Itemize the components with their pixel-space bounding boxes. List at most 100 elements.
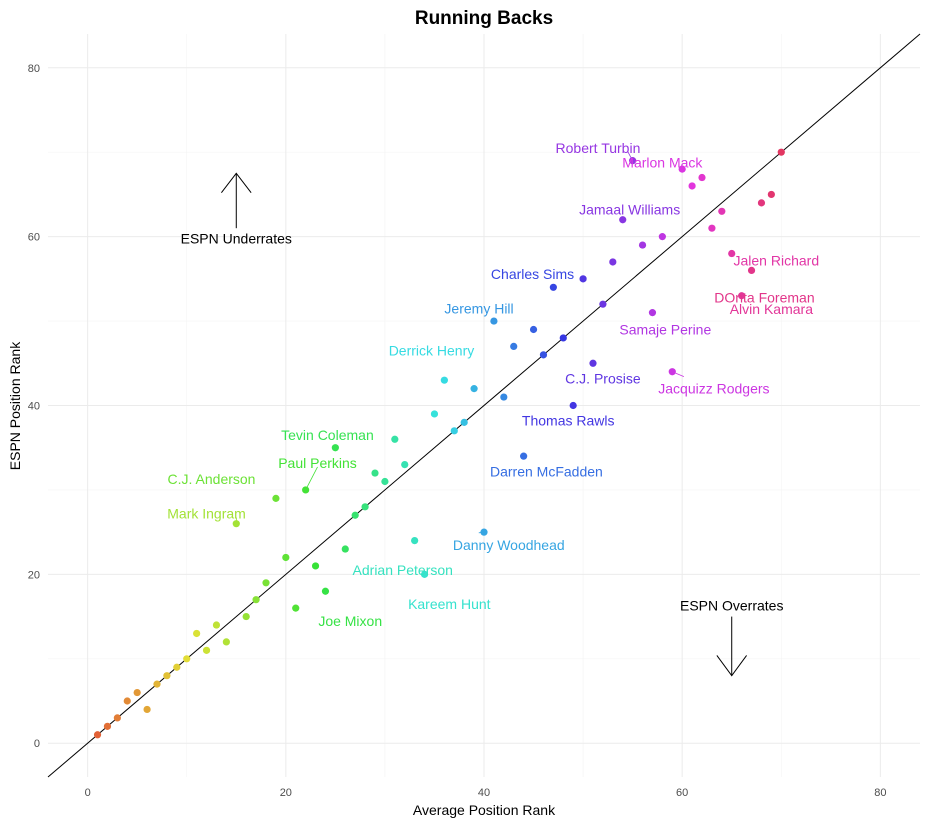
data-point-jeremy-hill [490,317,498,325]
label-jalen-richard: Jalen Richard [734,252,820,268]
data-point [539,351,548,359]
data-point [777,148,785,156]
data-point [450,427,458,435]
data-point [529,325,538,334]
data-point [401,461,409,469]
label-charles-sims: Charles Sims [491,266,574,282]
reference-line [47,33,921,778]
y-tick-label: 20 [28,569,40,581]
data-point [123,697,131,705]
data-point [381,477,389,486]
data-point [361,503,369,511]
data-point-paul-perkins [302,486,310,494]
data-point-jacquizz-rodgers [668,368,676,376]
data-point [311,562,320,570]
data-point [757,199,766,207]
chart-title: Running Backs [415,8,553,29]
data-point-jamaal-williams [619,216,627,224]
y-axis-title: ESPN Position Rank [7,341,23,470]
data-point [510,342,518,350]
data-point-derrick-henry [440,376,448,384]
label-jamaal-williams: Jamaal Williams [579,202,680,218]
data-point-charles-sims [549,283,557,291]
data-point-c-j-prosise [589,359,597,367]
grid [48,34,920,777]
arrow-up-icon [221,172,252,194]
data-point [609,258,617,266]
label-alvin-kamara: Alvin Kamara [730,301,813,317]
y-tick-label: 60 [28,232,40,244]
label-samaje-perine: Samaje Perine [619,322,711,338]
label-tevin-coleman: Tevin Coleman [281,427,374,443]
label-derrick-henry: Derrick Henry [389,343,475,359]
data-point [559,334,567,342]
data-point [282,553,290,562]
annotations: ESPN Underrates ESPN Overrates [181,172,783,677]
label-jeremy-hill: Jeremy Hill [444,300,513,316]
data-point [163,672,171,680]
data-point-kareem-hunt [420,570,429,578]
leader-paul-perkins [305,466,318,491]
label-marlon-mack: Marlon Mack [622,154,703,170]
data-point-darren-mcfadden [520,452,528,460]
axis-ticks: 0 20 40 60 80 0 20 40 60 80 [28,63,887,799]
data-point-danny-woodhead [480,528,488,536]
data-point-tevin-coleman [331,444,339,452]
label-paul-perkins: Paul Perkins [278,455,357,471]
label-adrian-peterson: Adrian Peterson [353,562,453,578]
y-tick-label: 0 [34,738,40,750]
data-point [341,545,349,553]
label-robert-turbin: Robert Turbin [556,140,641,156]
data-point [391,435,399,443]
y-tick-label: 80 [28,63,40,75]
data-point [103,722,112,730]
annotation-underrates: ESPN Underrates [181,230,292,246]
data-point [718,207,726,215]
x-tick-label: 20 [280,787,292,799]
data-point-donta-foreman [747,266,756,275]
data-point [599,300,607,308]
data-point [658,233,666,241]
data-point [202,646,211,654]
x-tick-label: 60 [676,787,688,799]
data-point [173,663,181,671]
data-point [93,731,102,739]
data-point [113,714,121,722]
label-kareem-hunt: Kareem Hunt [408,596,491,612]
data-point [500,393,508,401]
label-thomas-rawls: Thomas Rawls [522,413,615,429]
data-point [193,629,201,638]
data-point-robert-turbin [629,157,637,165]
annotation-overrates: ESPN Overrates [680,598,783,614]
data-point [292,604,300,612]
label-joe-mixon: Joe Mixon [318,613,382,629]
data-point-mark-ingram [232,520,240,528]
x-tick-label: 40 [478,787,490,799]
data-point [183,655,191,663]
arrow-down-icon [716,655,747,677]
data-point-samaje-perine [648,309,657,317]
data-point [430,410,439,418]
data-point [242,612,250,621]
data-point [252,596,260,604]
data-point [708,224,716,232]
data-point [222,638,230,646]
data-point [143,705,151,714]
data-point [133,688,141,697]
data-point-jalen-richard [728,249,736,258]
label-darren-mcfadden: Darren McFadden [490,463,603,479]
data-point [638,241,647,249]
data-point-marlon-mack [678,165,686,173]
x-tick-label: 80 [874,787,886,799]
data-point [371,469,379,477]
data-points [93,148,785,739]
data-point [460,418,468,426]
data-point-alvin-kamara [738,292,746,300]
data-point [262,579,270,587]
data-point [579,275,587,283]
label-c-j-anderson: C.J. Anderson [168,471,256,487]
label-donta-foreman: DOnta Foreman [714,289,814,305]
label-mark-ingram: Mark Ingram [167,506,246,522]
data-point [698,173,706,182]
